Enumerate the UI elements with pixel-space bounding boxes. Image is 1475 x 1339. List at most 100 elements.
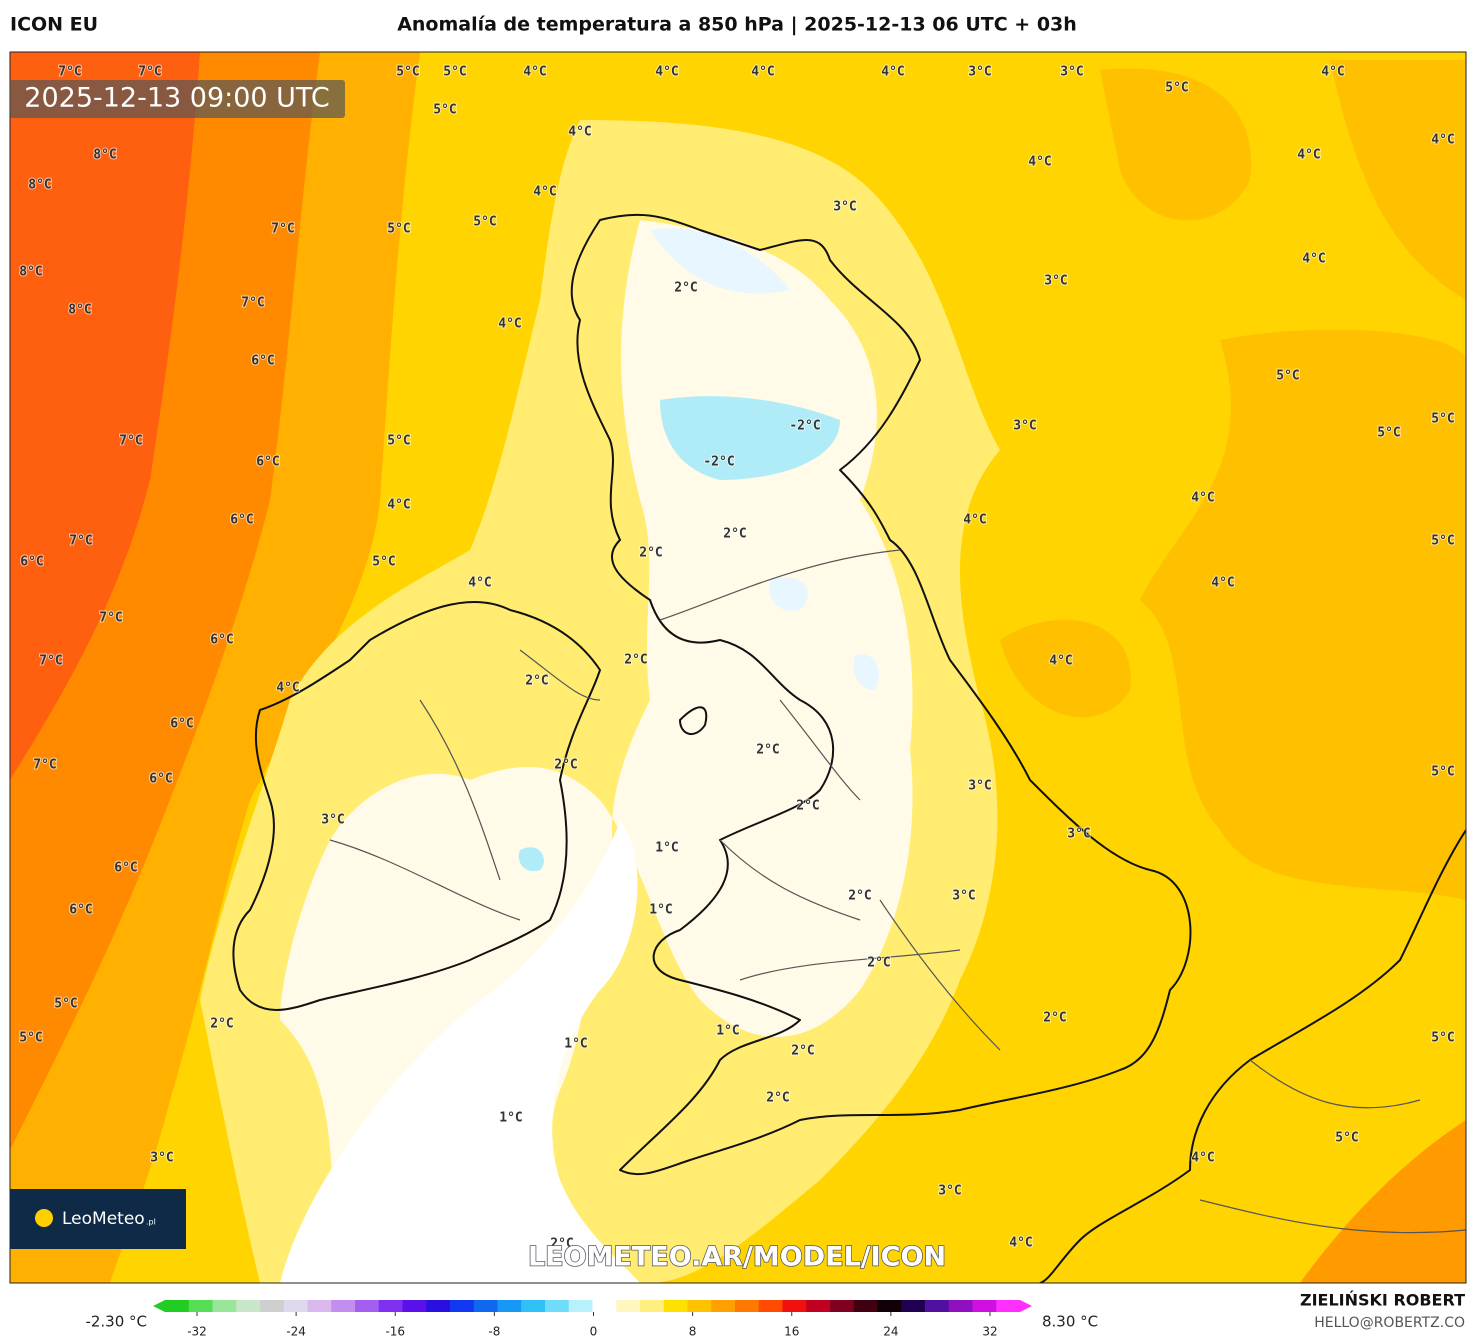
contour-label: 2°C [796,799,819,814]
contour-label: 7°C [69,534,92,549]
colorbar-swatch [877,1300,902,1312]
contour-label: 3°C [1044,274,1067,289]
time-box [10,80,345,118]
watermark: LEOMETEO.AR/MODEL/ICON [528,1242,946,1273]
field-cool [280,220,913,1283]
colorbar-tick-label: -24 [286,1325,306,1339]
colorbar-tick-label: 0 [590,1325,598,1339]
colorbar-tick-label: -32 [187,1325,207,1339]
contour-label: -2°C [703,455,734,470]
contour-label: 5°C [19,1031,42,1046]
coastline-ie [232,601,601,1011]
contour-label: 8°C [68,303,91,318]
contour-label: 2°C [554,758,577,773]
contour-label: 7°C [138,65,161,80]
contour-label: 6°C [69,903,92,918]
colorbar-swatch [830,1300,855,1312]
contour-label: 3°C [150,1151,173,1166]
contour-label: 6°C [256,455,279,470]
contour-label: 2°C [766,1091,789,1106]
colorbar-end [153,1300,165,1312]
contour-label: 7°C [39,654,62,669]
contour-label: 1°C [716,1024,739,1039]
contour-label: 2°C [210,1017,233,1032]
contour-label: 2°C [525,674,548,689]
contour-label: 6°C [251,354,274,369]
contour-label: 6°C [230,513,253,528]
coastline-isle [679,706,708,735]
contour-label: 3°C [1013,419,1036,434]
contour-label: 5°C [387,434,410,449]
contour-label: 5°C [1377,426,1400,441]
contour-label: 2°C [550,1237,573,1252]
contour-label: 3°C [1060,65,1083,80]
model-name: ICON EU [10,14,98,36]
contour-label: 4°C [881,65,904,80]
contour-label: 4°C [1297,148,1320,163]
map-frame [9,51,1467,1284]
contour-label: 3°C [938,1184,961,1199]
email: HELLO@ROBERTZ.CO [1314,1315,1465,1331]
colorbar-swatch [568,1300,593,1312]
logo-sun [35,1209,53,1227]
contour-label: 2°C [867,956,890,971]
contour-label: 4°C [568,125,591,140]
colorbar-swatch [901,1300,926,1312]
colorbar-swatch [711,1300,736,1312]
contour-label: 7°C [58,65,81,80]
field-negative [518,396,840,872]
colorbar-swatch [236,1300,261,1312]
field-warm-se [1300,1120,1466,1283]
contour-label: 6°C [114,861,137,876]
coastline-gb [570,213,1192,1176]
valid-time: 2025-12-13 09:00 UTC [24,83,329,114]
colorbar-swatch [592,1300,617,1312]
contour-label: 4°C [1321,65,1344,80]
contour-label: 5°C [1165,81,1188,96]
contour-label: 4°C [468,576,491,591]
contour-label: 7°C [33,758,56,773]
contour-label: 4°C [1191,1151,1214,1166]
colorbar-swatch [521,1300,546,1312]
logo-text: LeoMeteo [62,1209,145,1229]
contour-label: 4°C [751,65,774,80]
contour-label: 5°C [396,65,419,80]
field-hot [10,52,200,780]
field-zero [280,820,640,1283]
contour-label: 5°C [387,222,410,237]
contour-label: 7°C [271,222,294,237]
colorbar-swatch [283,1300,308,1312]
colorbar-swatch [735,1300,760,1312]
colorbar-tick-label: -16 [385,1325,405,1339]
colorbar-swatch [426,1300,451,1312]
contour-label: 6°C [170,717,193,732]
colorbar-tick-label: 32 [982,1325,997,1339]
contour-label: 4°C [1028,155,1051,170]
contour-label: 4°C [963,513,986,528]
contour-label: 2°C [639,546,662,561]
colorbar-end [1020,1300,1032,1312]
colorbar-tick-label: 8 [689,1325,697,1339]
contour-label: 6°C [210,633,233,648]
colorbar-tick-label: 24 [883,1325,898,1339]
colorbar: -32 -24 -16 -8 0 8 16 24 32 [153,1300,1032,1339]
contour-label: 3°C [321,813,344,828]
contour-label: 1°C [649,903,672,918]
contour-label: 2°C [791,1044,814,1059]
contour-label: 5°C [1431,1031,1454,1046]
colorbar-swatch [545,1300,570,1312]
contour-label: 3°C [833,200,856,215]
author: ZIELIŃSKI ROBERT [1300,1291,1465,1310]
colorbar-swatch [497,1300,522,1312]
logo-suffix: .pl [146,1218,156,1227]
colorbar-swatch [663,1300,688,1312]
contour-label: 2°C [723,527,746,542]
colorbar-swatch [212,1300,237,1312]
contour-label: 5°C [1335,1131,1358,1146]
contour-label: 3°C [1067,827,1090,842]
field-warm-east [1000,60,1466,900]
colorbar-swatch [355,1300,380,1312]
contour-label: 4°C [498,317,521,332]
contour-label: 4°C [1009,1236,1032,1251]
colorbar-swatch [402,1300,427,1312]
